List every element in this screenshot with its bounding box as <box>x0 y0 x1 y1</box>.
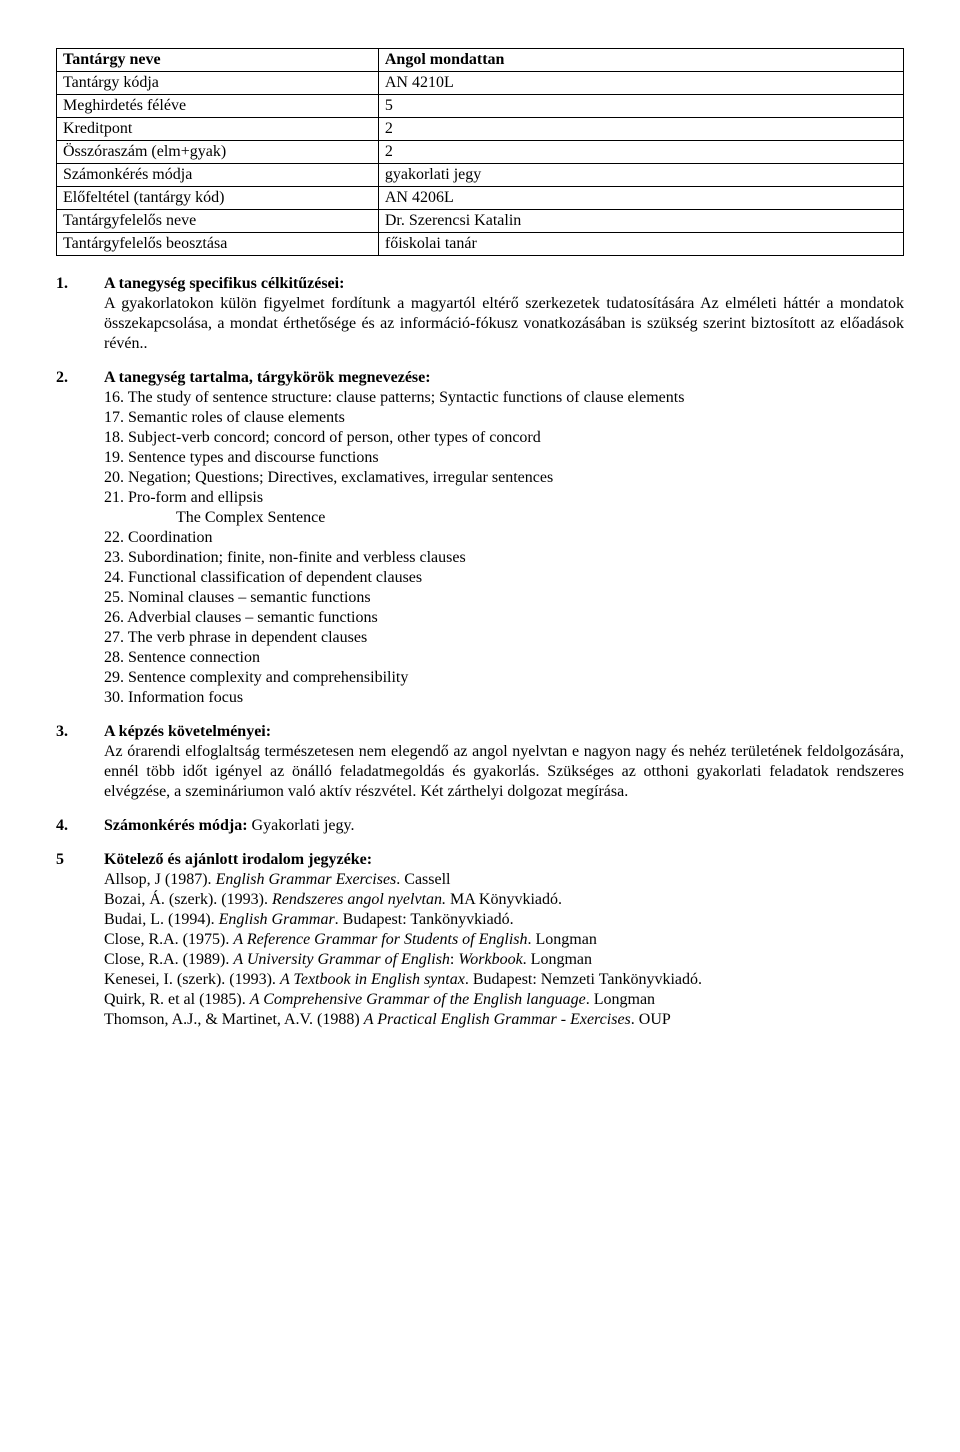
section-2: 2. A tanegység tartalma, tárgykörök megn… <box>56 368 904 708</box>
content-item: 23. Subordination; finite, non-finite an… <box>104 548 904 568</box>
meta-label: Számonkérés módja <box>57 164 379 187</box>
meta-row: Számonkérés módjagyakorlati jegy <box>57 164 904 187</box>
section-1-num: 1. <box>56 274 104 294</box>
meta-row: Tantárgy kódjaAN 4210L <box>57 72 904 95</box>
meta-label: Tantárgyfelelős neve <box>57 210 379 233</box>
meta-row: Tantárgyfelelős beosztásafőiskolai tanár <box>57 233 904 256</box>
meta-label: Tantárgy neve <box>57 49 379 72</box>
content-item: 20. Negation; Questions; Directives, exc… <box>104 468 904 488</box>
reference-entry: Thomson, A.J., & Martinet, A.V. (1988) A… <box>104 1010 904 1030</box>
meta-row: Összóraszám (elm+gyak)2 <box>57 141 904 164</box>
content-item: 30. Information focus <box>104 688 904 708</box>
section-3: 3. A képzés követelményei: Az órarendi e… <box>56 722 904 802</box>
section-5: 5 Kötelező és ajánlott irodalom jegyzéke… <box>56 850 904 1030</box>
meta-label: Előfeltétel (tantárgy kód) <box>57 187 379 210</box>
meta-value: Dr. Szerencsi Katalin <box>378 210 903 233</box>
content-item: 27. The verb phrase in dependent clauses <box>104 628 904 648</box>
reference-entry: Budai, L. (1994). English Grammar. Budap… <box>104 910 904 930</box>
meta-row: Meghirdetés féléve5 <box>57 95 904 118</box>
content-item: 17. Semantic roles of clause elements <box>104 408 904 428</box>
section-5-num: 5 <box>56 850 104 870</box>
section-4-num: 4. <box>56 816 104 836</box>
meta-value: gyakorlati jegy <box>378 164 903 187</box>
meta-value: 2 <box>378 118 903 141</box>
content-item: 22. Coordination <box>104 528 904 548</box>
content-item: 18. Subject-verb concord; concord of per… <box>104 428 904 448</box>
course-meta-table: Tantárgy neveAngol mondattanTantárgy kód… <box>56 48 904 256</box>
reference-entry: Kenesei, I. (szerk). (1993). A Textbook … <box>104 970 904 990</box>
meta-label: Meghirdetés féléve <box>57 95 379 118</box>
section-2-title: A tanegység tartalma, tárgykörök megneve… <box>104 368 431 388</box>
meta-row: Tantárgyfelelős neveDr. Szerencsi Katali… <box>57 210 904 233</box>
reference-entry: Close, R.A. (1989). A University Grammar… <box>104 950 904 970</box>
meta-label: Kreditpont <box>57 118 379 141</box>
reference-entry: Quirk, R. et al (1985). A Comprehensive … <box>104 990 904 1010</box>
section-2-subheading: The Complex Sentence <box>176 508 904 528</box>
meta-value: 2 <box>378 141 903 164</box>
section-4: 4. Számonkérés módja: Gyakorlati jegy. <box>56 816 904 836</box>
section-3-title: A képzés követelményei: <box>104 722 271 742</box>
meta-row: Előfeltétel (tantárgy kód)AN 4206L <box>57 187 904 210</box>
section-1-body: A gyakorlatokon külön figyelmet fordítun… <box>104 294 904 354</box>
content-item: 29. Sentence complexity and comprehensib… <box>104 668 904 688</box>
content-item: 25. Nominal clauses – semantic functions <box>104 588 904 608</box>
meta-label: Összóraszám (elm+gyak) <box>57 141 379 164</box>
section-1: 1. A tanegység specifikus célkitűzései: … <box>56 274 904 354</box>
content-item: 16. The study of sentence structure: cla… <box>104 388 904 408</box>
meta-value: 5 <box>378 95 903 118</box>
reference-entry: Bozai, Á. (szerk). (1993). Rendszeres an… <box>104 890 904 910</box>
content-item: 19. Sentence types and discourse functio… <box>104 448 904 468</box>
content-item: 28. Sentence connection <box>104 648 904 668</box>
section-4-title: Számonkérés módja: <box>104 817 248 834</box>
meta-value: AN 4206L <box>378 187 903 210</box>
section-5-title: Kötelező és ajánlott irodalom jegyzéke: <box>104 850 372 870</box>
section-2-num: 2. <box>56 368 104 388</box>
meta-value: AN 4210L <box>378 72 903 95</box>
content-item: 21. Pro-form and ellipsis <box>104 488 904 508</box>
section-1-title: A tanegység specifikus célkitűzései: <box>104 274 344 294</box>
section-3-num: 3. <box>56 722 104 742</box>
reference-entry: Allsop, J (1987). English Grammar Exerci… <box>104 870 904 890</box>
meta-row: Tantárgy neveAngol mondattan <box>57 49 904 72</box>
reference-entry: Close, R.A. (1975). A Reference Grammar … <box>104 930 904 950</box>
meta-row: Kreditpont2 <box>57 118 904 141</box>
meta-value: főiskolai tanár <box>378 233 903 256</box>
section-4-value: Gyakorlati jegy. <box>252 817 355 834</box>
section-3-body: Az órarendi elfoglaltság természetesen n… <box>104 742 904 802</box>
meta-value: Angol mondattan <box>378 49 903 72</box>
meta-label: Tantárgyfelelős beosztása <box>57 233 379 256</box>
content-item: 24. Functional classification of depende… <box>104 568 904 588</box>
content-item: 26. Adverbial clauses – semantic functio… <box>104 608 904 628</box>
meta-label: Tantárgy kódja <box>57 72 379 95</box>
